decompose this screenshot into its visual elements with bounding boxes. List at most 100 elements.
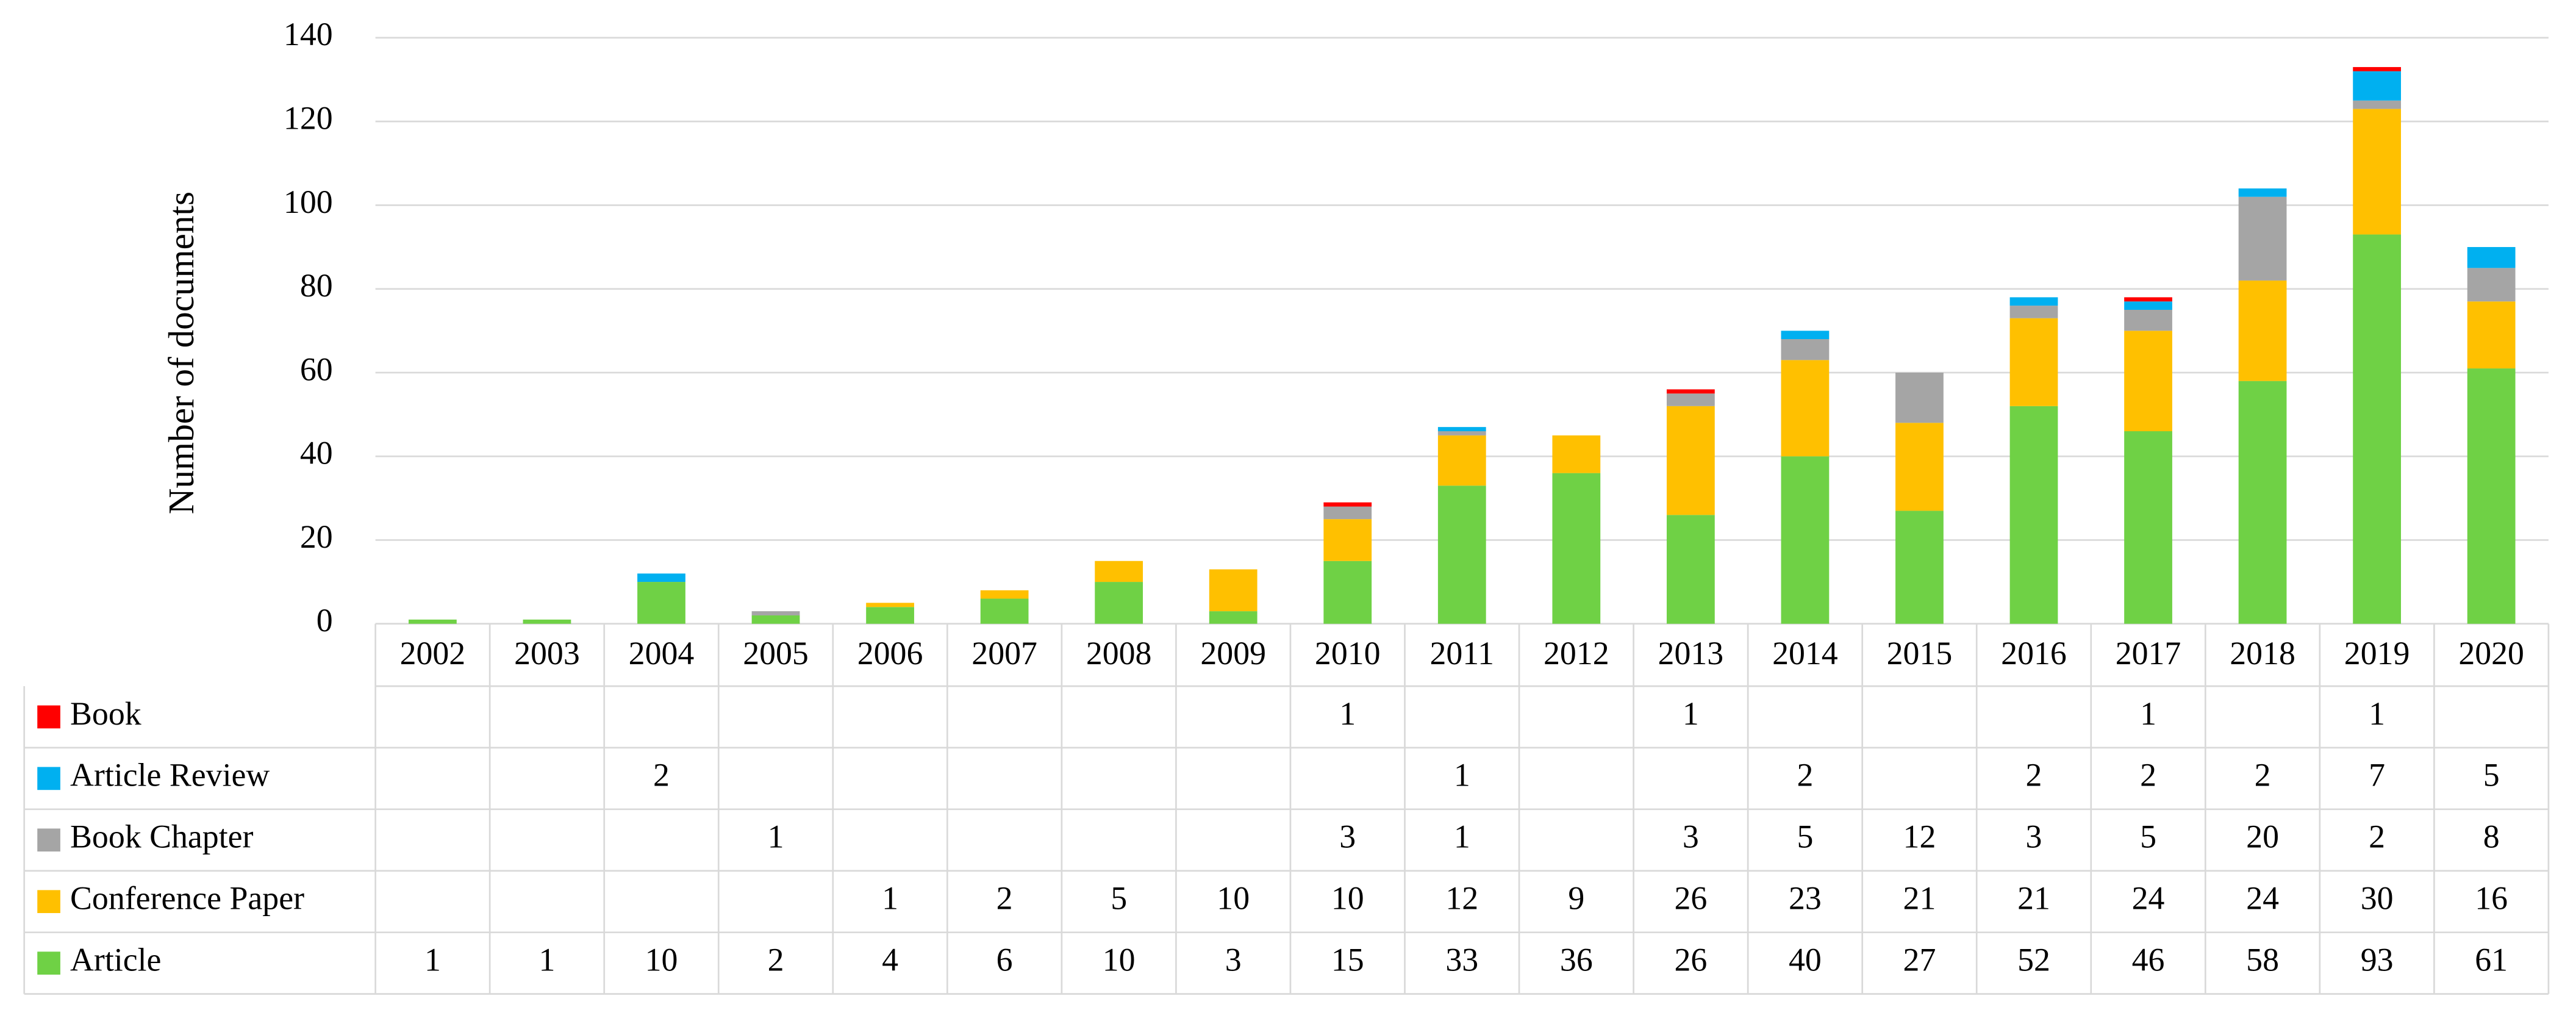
table-value: 2 xyxy=(2026,757,2042,794)
table-value: 2 xyxy=(1797,757,1813,794)
table-value: 30 xyxy=(2361,880,2394,917)
table-value: 5 xyxy=(1111,880,1127,917)
table-value: 1 xyxy=(424,941,441,978)
table-value: 5 xyxy=(1797,819,1813,855)
y-tick-label: 120 xyxy=(284,100,333,137)
bar-segment xyxy=(2353,71,2402,101)
x-tick-label: 2013 xyxy=(1658,635,1724,672)
table-value: 1 xyxy=(882,880,898,917)
bar-segment xyxy=(2124,331,2172,432)
bar-segment xyxy=(2124,297,2172,302)
x-tick-label: 2017 xyxy=(2116,635,2181,672)
table-value: 3 xyxy=(1683,819,1699,855)
bar-segment xyxy=(1666,389,1715,394)
bar-segment xyxy=(1437,427,1486,432)
bar-segment xyxy=(1323,506,1372,520)
x-tick-label: 2011 xyxy=(1429,635,1494,672)
table-value: 12 xyxy=(1903,819,1936,855)
table-value: 26 xyxy=(1674,880,1707,917)
bar-segment xyxy=(1781,456,1830,624)
bar-segment xyxy=(1437,435,1486,486)
bar-segment xyxy=(1781,360,1830,457)
bar-segment xyxy=(1666,406,1715,515)
table-value: 1 xyxy=(1339,695,1356,732)
bar-segment xyxy=(2353,66,2402,71)
x-tick-label: 2020 xyxy=(2458,635,2524,672)
x-tick-label: 2016 xyxy=(2001,635,2067,672)
table-value: 40 xyxy=(1789,941,1822,978)
table-value: 20 xyxy=(2246,819,2279,855)
table-value: 36 xyxy=(1560,941,1593,978)
table-value: 1 xyxy=(1454,819,1470,855)
table-value: 2 xyxy=(2255,757,2271,794)
table-value: 15 xyxy=(1331,941,1364,978)
bar-segment xyxy=(1895,510,1944,624)
bar-segment xyxy=(1095,561,1143,582)
table-value: 58 xyxy=(2246,941,2279,978)
legend-swatch xyxy=(37,705,60,729)
bar-segment xyxy=(751,611,800,615)
table-value: 1 xyxy=(768,819,784,855)
x-tick-label: 2014 xyxy=(1772,635,1838,672)
y-tick-label: 100 xyxy=(284,184,333,220)
bar-segment xyxy=(637,573,685,582)
bar-segment xyxy=(2467,268,2516,302)
x-tick-label: 2004 xyxy=(629,635,695,672)
bar-segment xyxy=(2124,301,2172,310)
x-tick-label: 2002 xyxy=(400,635,466,672)
y-tick-label: 60 xyxy=(300,351,333,387)
bar-segment xyxy=(1552,435,1601,473)
table-value: 33 xyxy=(1445,941,1478,978)
bar-segment xyxy=(866,603,914,607)
x-tick-label: 2009 xyxy=(1200,635,1266,672)
table-value: 2 xyxy=(996,880,1013,917)
bar-segment xyxy=(1666,515,1715,624)
x-tick-label: 2018 xyxy=(2230,635,2295,672)
table-value: 4 xyxy=(882,941,898,978)
x-tick-label: 2019 xyxy=(2344,635,2410,672)
table-value: 3 xyxy=(1225,941,1242,978)
table-value: 46 xyxy=(2132,941,2165,978)
legend-label: Article xyxy=(70,941,161,978)
bar-segment xyxy=(2238,381,2287,624)
legend-label: Book xyxy=(70,695,141,732)
legend-swatch xyxy=(37,951,60,975)
table-value: 1 xyxy=(1454,757,1470,794)
table-value: 10 xyxy=(1331,880,1364,917)
bar-segment xyxy=(2238,188,2287,197)
table-value: 5 xyxy=(2483,757,2500,794)
table-value: 3 xyxy=(2026,819,2042,855)
bar-segment xyxy=(2124,309,2172,331)
legend-label: Conference Paper xyxy=(70,880,304,917)
table-value: 1 xyxy=(538,941,555,978)
bar-segment xyxy=(2238,280,2287,381)
bar-segment xyxy=(2353,234,2402,624)
bar-segment xyxy=(1095,582,1143,624)
bar-segment xyxy=(2009,306,2058,318)
bar-segment xyxy=(409,619,457,624)
bar-segment xyxy=(1552,473,1601,624)
table-value: 10 xyxy=(1217,880,1250,917)
table-value: 21 xyxy=(2017,880,2050,917)
bar-segment xyxy=(2124,431,2172,624)
bar-segment xyxy=(2353,100,2402,109)
table-value: 8 xyxy=(2483,819,2500,855)
bar-segment xyxy=(2353,109,2402,235)
bar-segment xyxy=(1666,393,1715,406)
table-value: 93 xyxy=(2361,941,2394,978)
table-value: 10 xyxy=(1103,941,1136,978)
table-value: 23 xyxy=(1789,880,1822,917)
bar-segment xyxy=(1323,519,1372,561)
bar-segment xyxy=(1323,561,1372,624)
bar-segment xyxy=(1323,502,1372,507)
bar-segment xyxy=(866,607,914,624)
x-tick-label: 2012 xyxy=(1544,635,1609,672)
legend-swatch xyxy=(37,890,60,914)
legend-swatch xyxy=(37,828,60,852)
table-value: 16 xyxy=(2475,880,2508,917)
y-tick-label: 20 xyxy=(300,518,333,555)
bar-segment xyxy=(1437,431,1486,435)
table-value: 9 xyxy=(1568,880,1584,917)
table-value: 7 xyxy=(2369,757,2385,794)
